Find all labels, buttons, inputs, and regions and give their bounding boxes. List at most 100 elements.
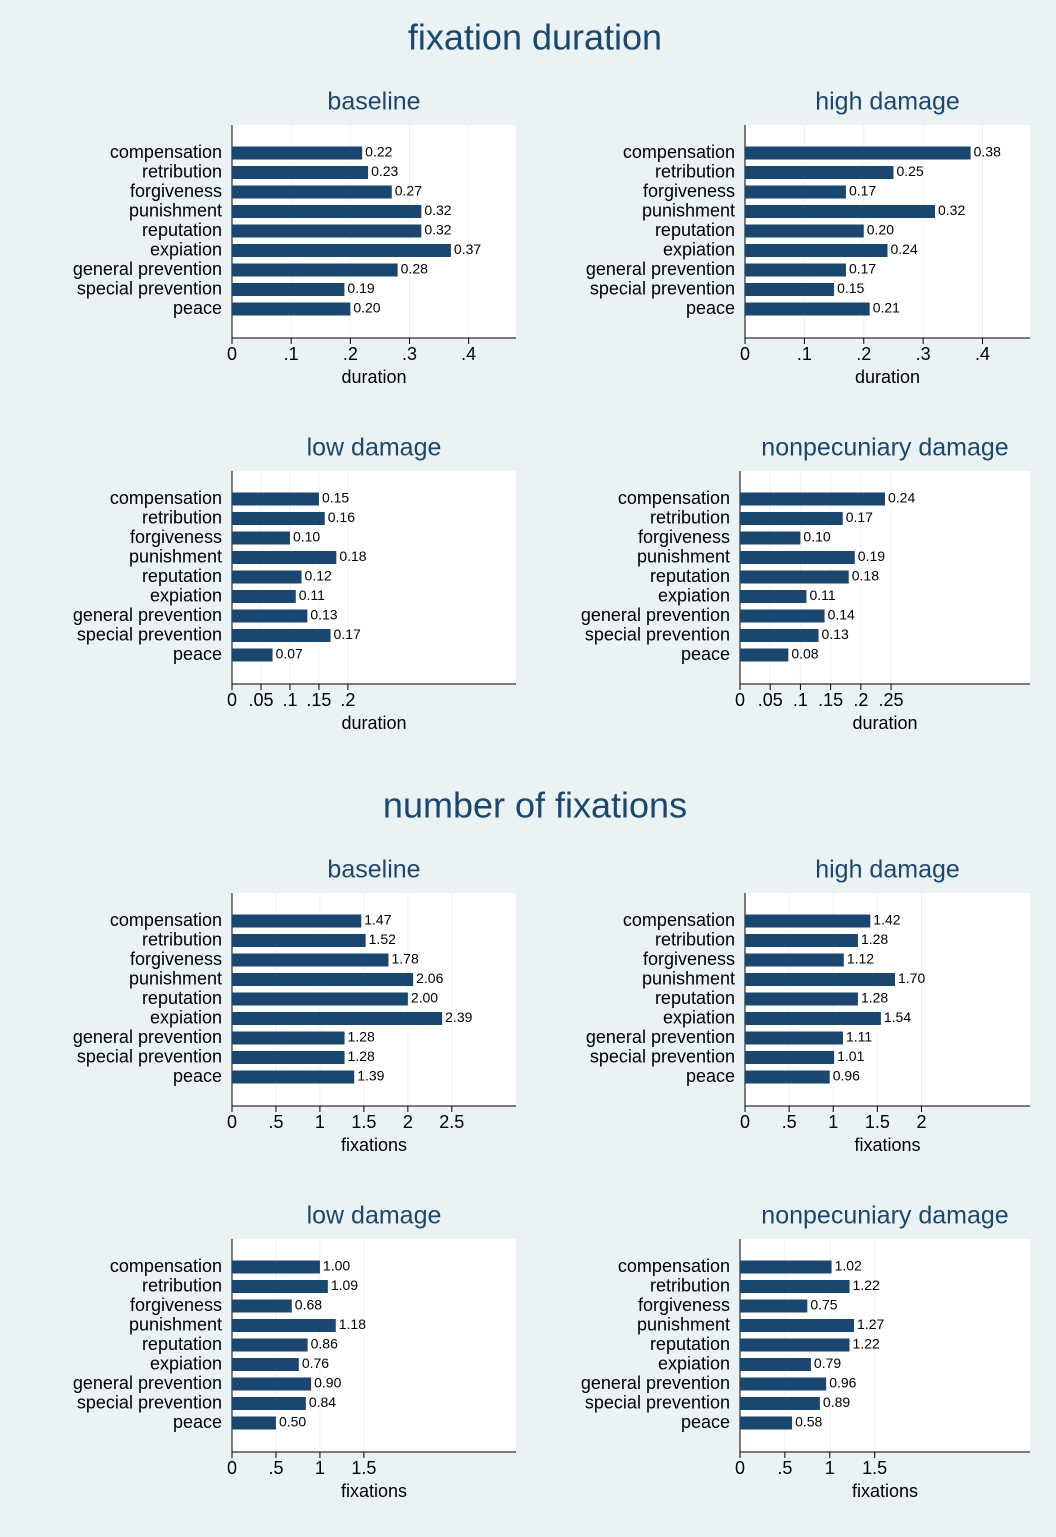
value-label: 0.68	[295, 1297, 322, 1313]
value-label: 1.52	[369, 931, 396, 947]
x-tick-label: 1	[828, 1112, 838, 1132]
value-label: 1.00	[323, 1258, 350, 1274]
value-label: 0.21	[873, 300, 900, 316]
bar	[740, 492, 885, 506]
x-tick-label: .3	[916, 344, 931, 364]
x-tick-label: 1.5	[351, 1458, 376, 1478]
category-label: punishment	[642, 968, 735, 988]
category-label: retribution	[655, 161, 735, 181]
value-label: 0.38	[974, 144, 1001, 160]
value-label: 0.37	[454, 241, 481, 257]
value-label: 0.24	[888, 490, 915, 506]
x-tick-label: 0	[227, 1458, 237, 1478]
value-label: 0.11	[299, 587, 325, 603]
x-tick-label: .05	[248, 690, 273, 710]
section-title: number of fixations	[383, 785, 687, 826]
category-label: forgiveness	[130, 527, 222, 547]
category-label: general prevention	[73, 259, 222, 279]
x-axis-label: duration	[855, 367, 920, 387]
value-label: 2.00	[411, 990, 438, 1006]
value-label: 0.07	[276, 646, 303, 662]
category-label: compensation	[110, 142, 222, 162]
value-label: 1.28	[348, 1029, 375, 1045]
category-label: reputation	[142, 566, 222, 586]
bar	[740, 1260, 832, 1274]
value-label: 1.70	[898, 970, 925, 986]
category-label: retribution	[655, 929, 735, 949]
bar	[740, 1358, 811, 1371]
category-label: general prevention	[586, 259, 735, 279]
category-label: reputation	[650, 566, 730, 586]
category-label: reputation	[142, 1334, 222, 1354]
bar	[232, 1377, 312, 1391]
bar	[232, 205, 422, 218]
bar	[745, 953, 844, 967]
category-label: reputation	[650, 1334, 730, 1354]
bar	[745, 1051, 835, 1064]
bar	[232, 648, 273, 662]
x-tick-label: 1	[315, 1458, 325, 1478]
bar	[745, 914, 871, 928]
bar	[740, 1338, 850, 1352]
bar	[232, 283, 345, 296]
category-label: punishment	[642, 200, 735, 220]
x-tick-label: .1	[793, 690, 808, 710]
bar	[745, 244, 888, 257]
bar	[232, 492, 319, 506]
panel-title: baseline	[327, 88, 420, 116]
bar	[740, 1377, 827, 1391]
x-tick-label: .25	[879, 690, 904, 710]
value-label: 0.15	[322, 490, 349, 506]
bar	[745, 1070, 830, 1084]
category-label: forgiveness	[638, 1295, 730, 1315]
bar	[745, 205, 935, 218]
category-label: retribution	[142, 1275, 222, 1295]
bar	[232, 1070, 355, 1084]
bar	[232, 302, 351, 316]
bar	[740, 1280, 850, 1293]
x-tick-label: .15	[306, 690, 331, 710]
category-label: forgiveness	[638, 527, 730, 547]
value-label: 0.13	[310, 607, 337, 623]
x-tick-label: .5	[777, 1458, 792, 1478]
category-label: expiation	[150, 1353, 222, 1373]
x-tick-label: .05	[758, 690, 783, 710]
x-tick-label: .5	[268, 1112, 283, 1132]
value-label: 0.89	[823, 1394, 850, 1410]
value-label: 0.58	[795, 1414, 822, 1430]
category-label: punishment	[129, 1314, 222, 1334]
value-label: 0.19	[347, 280, 374, 296]
value-label: 0.20	[353, 300, 380, 316]
bar	[232, 531, 290, 545]
value-label: 0.08	[791, 646, 818, 662]
value-label: 1.02	[835, 1258, 862, 1274]
bar	[232, 1280, 328, 1293]
bar	[232, 914, 362, 928]
value-label: 1.47	[364, 912, 391, 928]
value-label: 0.27	[395, 183, 422, 199]
value-label: 0.24	[891, 241, 918, 257]
x-tick-label: 0	[740, 1112, 750, 1132]
value-label: 0.15	[837, 280, 864, 296]
value-label: 1.22	[853, 1277, 880, 1293]
panel-title: high damage	[815, 856, 960, 884]
value-label: 0.96	[833, 1068, 860, 1084]
x-tick-label: 1.5	[862, 1458, 887, 1478]
category-label: general prevention	[581, 605, 730, 625]
bar	[745, 224, 864, 238]
panel-title: low damage	[307, 434, 442, 462]
value-label: 0.25	[896, 163, 923, 179]
category-label: punishment	[129, 968, 222, 988]
value-label: 0.10	[293, 529, 320, 545]
value-label: 1.54	[884, 1009, 911, 1025]
value-label: 1.78	[392, 951, 419, 967]
category-label: forgiveness	[130, 949, 222, 969]
x-tick-label: .4	[461, 344, 476, 364]
bar	[740, 1319, 855, 1332]
x-tick-label: 1.5	[351, 1112, 376, 1132]
value-label: 2.39	[445, 1009, 472, 1025]
value-label: 1.09	[331, 1277, 358, 1293]
value-label: 1.39	[357, 1068, 384, 1084]
category-label: special prevention	[590, 278, 735, 298]
x-tick-label: 0	[227, 690, 237, 710]
